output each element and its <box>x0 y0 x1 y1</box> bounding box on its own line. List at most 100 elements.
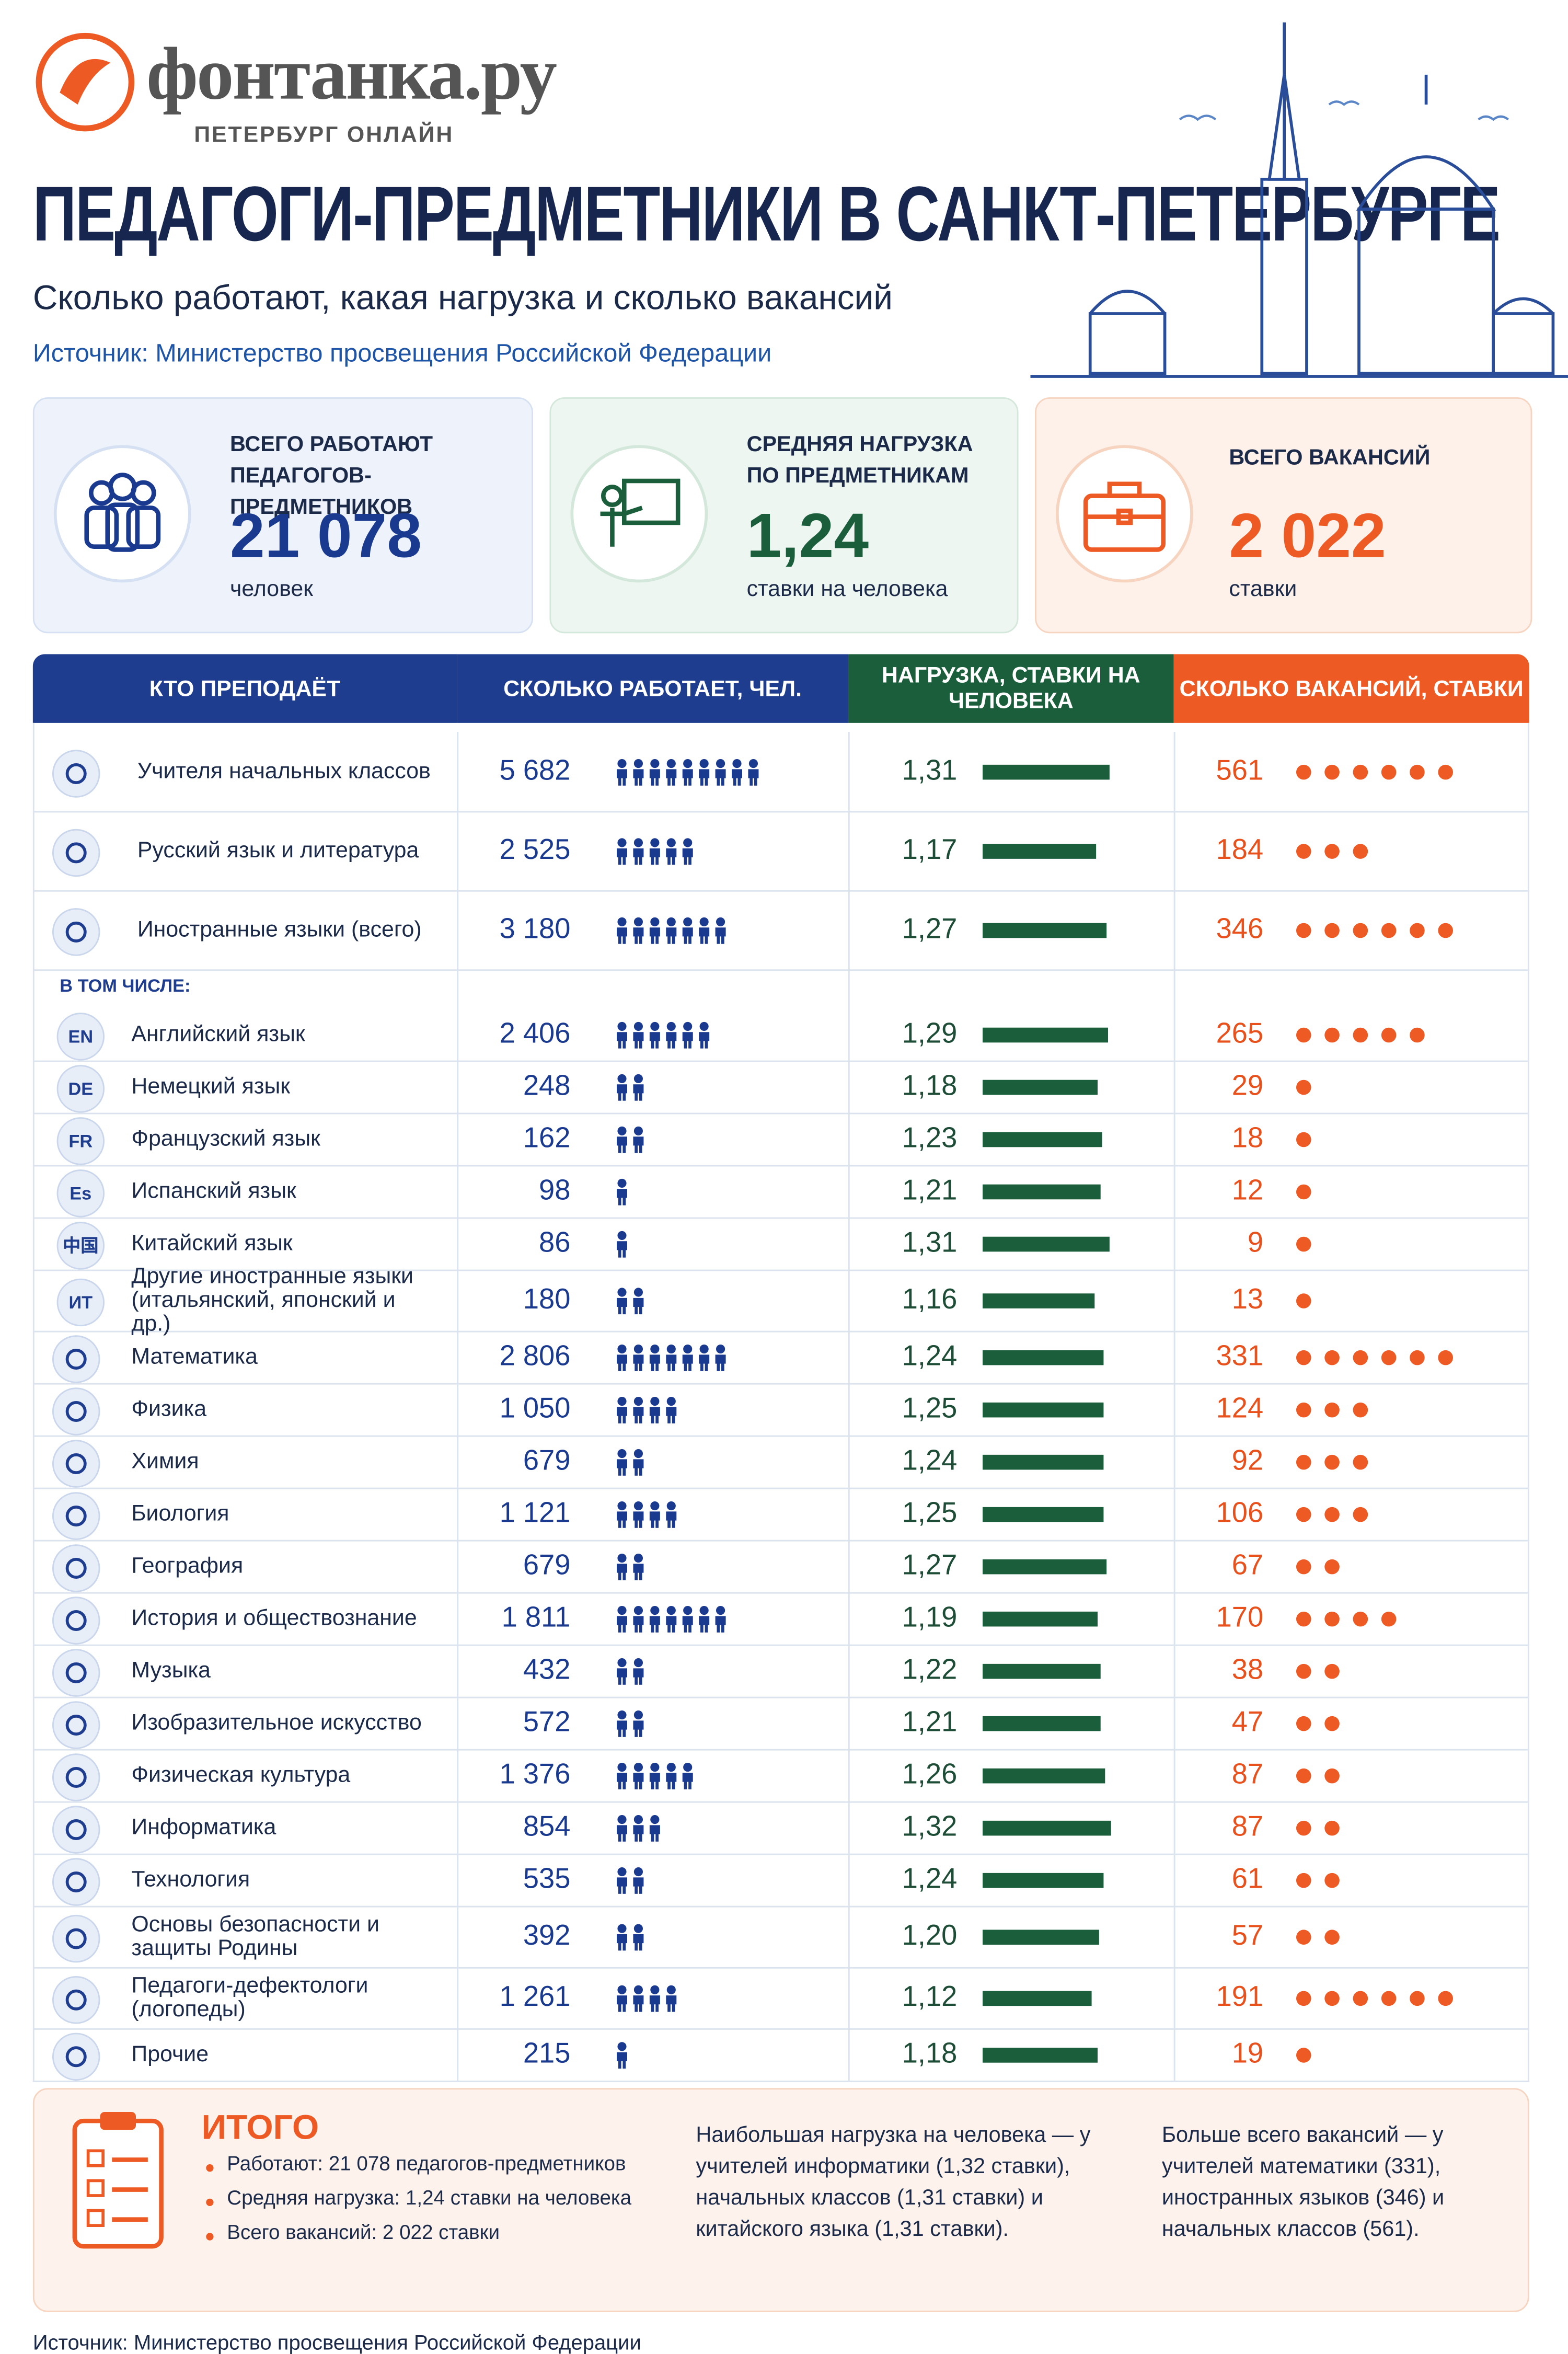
vacancies-value: 87 <box>1231 1811 1264 1843</box>
workers-icons <box>615 837 694 864</box>
stat-unit: ставки <box>1229 576 1297 602</box>
dot <box>1438 1349 1453 1364</box>
row-divider <box>32 1217 1529 1219</box>
row-icon <box>52 1752 100 1801</box>
load-value: 1,21 <box>902 1175 958 1207</box>
person-icon <box>615 1230 629 1257</box>
dot <box>1381 1027 1397 1042</box>
vacancies-value: 61 <box>1231 1863 1264 1895</box>
dot <box>1353 843 1368 858</box>
load-value: 1,16 <box>902 1283 958 1315</box>
workers-icons <box>615 1230 629 1257</box>
dot <box>1324 764 1340 779</box>
row-divider <box>32 1540 1529 1542</box>
dot <box>1324 1929 1340 1944</box>
summary-bullet <box>206 2233 214 2241</box>
summary-bullet <box>206 2164 214 2172</box>
load-bar <box>983 1292 1096 1308</box>
workers-icons <box>615 1657 645 1684</box>
person-icon <box>632 1287 645 1314</box>
vacancies-value: 47 <box>1231 1706 1264 1738</box>
person-icon <box>632 1500 645 1528</box>
load-value: 1,31 <box>902 755 958 787</box>
person-icon <box>632 1762 645 1789</box>
dot <box>1324 922 1340 937</box>
load-value: 1,32 <box>902 1811 958 1843</box>
load-bar <box>983 1990 1091 2005</box>
workers-icons <box>615 1762 694 1789</box>
load-bar <box>983 843 1097 858</box>
person-icon <box>632 1448 645 1475</box>
person-icon <box>632 758 645 785</box>
person-icon <box>615 1657 629 1684</box>
row-icon <box>52 1491 100 1540</box>
row-divider <box>32 1905 1529 1908</box>
load-value: 1,27 <box>902 1549 958 1581</box>
stat-value: 21 078 <box>230 500 422 571</box>
vacancy-dots <box>1296 1027 1425 1042</box>
row-icon <box>52 1914 100 1962</box>
person-icon <box>632 1923 645 1950</box>
icon-graphic <box>1083 481 1166 552</box>
load-bar <box>983 1872 1103 1887</box>
stat-unit: человек <box>230 576 313 602</box>
summary-bullet <box>206 2198 214 2206</box>
dot <box>1296 843 1311 858</box>
vacancy-dots <box>1296 843 1368 858</box>
workers-value: 535 <box>523 1863 571 1895</box>
load-value: 1,24 <box>902 1340 958 1372</box>
vacancy-dots <box>1296 2047 1311 2062</box>
row-divider <box>32 1112 1529 1115</box>
workers-value: 1 261 <box>499 1981 571 2013</box>
dot <box>1324 1027 1340 1042</box>
dot <box>1296 1236 1311 1251</box>
row-icon <box>52 1334 100 1383</box>
vacancy-dots <box>1296 1715 1340 1730</box>
vacancies-value: 38 <box>1231 1654 1264 1686</box>
person-icon <box>615 1396 629 1423</box>
person-icon <box>615 1762 629 1789</box>
dot <box>1438 922 1453 937</box>
person-icon <box>632 1709 645 1737</box>
vacancy-dots <box>1296 1402 1368 1417</box>
subject-name: Прочие <box>131 2041 209 2066</box>
vacancies-value: 13 <box>1231 1283 1264 1315</box>
person-icon <box>632 1553 645 1580</box>
dot <box>1410 1349 1425 1364</box>
workers-value: 572 <box>523 1706 571 1738</box>
column-header: КТО ПРЕПОДАЁТ <box>32 654 457 723</box>
footer-source: Источник: Министерство просвещения Росси… <box>32 2330 641 2354</box>
dot <box>1296 1506 1311 1521</box>
workers-value: 180 <box>523 1283 571 1315</box>
row-divider <box>32 969 1529 971</box>
subject-name: Технология <box>131 1866 250 1892</box>
table-frame <box>32 722 1529 2082</box>
stat-icon <box>53 445 191 583</box>
vacancy-dots <box>1296 1236 1311 1251</box>
dot <box>1296 1027 1311 1042</box>
subject-name: Физика <box>131 1396 207 1421</box>
load-value: 1,18 <box>902 1070 958 1102</box>
person-icon <box>615 1448 629 1475</box>
subject-name: Информатика <box>131 1814 276 1840</box>
person-icon <box>664 916 678 944</box>
load-bar <box>983 1767 1105 1783</box>
load-value: 1,22 <box>902 1654 958 1686</box>
dot <box>1296 2047 1311 2062</box>
load-bar <box>983 1558 1106 1574</box>
column-divider <box>1173 732 1175 2081</box>
person-icon <box>615 916 629 944</box>
row-divider <box>32 1853 1529 1855</box>
subject-name: Биология <box>131 1500 229 1526</box>
row-icon <box>52 1386 100 1435</box>
dot <box>1296 922 1311 937</box>
person-icon <box>648 1396 662 1423</box>
row-icon: Es <box>56 1168 105 1217</box>
dot <box>1410 922 1425 937</box>
workers-value: 86 <box>539 1227 571 1259</box>
vacancy-dots <box>1296 1663 1340 1678</box>
clipboard-icon <box>72 2112 164 2249</box>
person-icon <box>681 1021 695 1048</box>
person-icon <box>648 837 662 864</box>
